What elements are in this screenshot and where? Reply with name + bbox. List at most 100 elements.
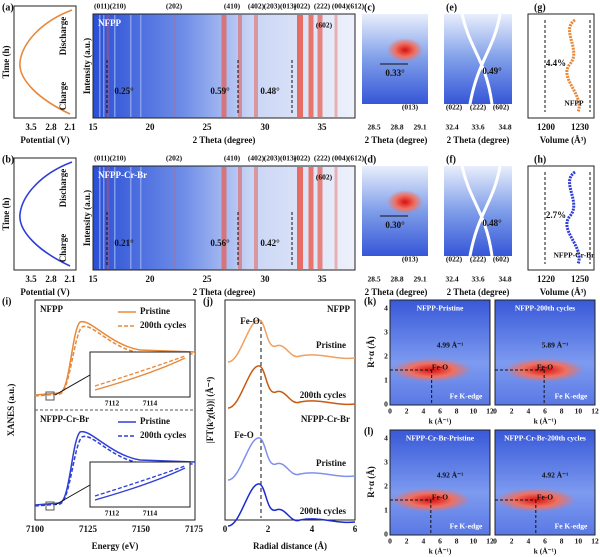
reflection-label: (222) [470,255,487,264]
reflection-label: (202) [166,2,183,11]
sample-label: NFPP-Cr-Br [40,414,89,424]
zoom-box [45,391,55,401]
x-tick-label: 33.6 [471,275,484,284]
x-tick-label: 12 [591,407,599,416]
shift-label: 0.21° [114,238,134,248]
panel-label: (b) [2,154,14,165]
xanes-cycled [34,435,196,507]
diffraction-band [114,167,116,269]
x-axis-title: Potential (V) [20,135,69,145]
x-axis-title: 2 Theta (degree) [365,135,428,145]
x-axis-title: Energy (eV) [92,541,139,551]
ft-curve [227,365,356,409]
panel-label: (d) [364,154,376,165]
x-tick-label: 7150 [132,524,151,534]
bond-label: Fe-O [234,430,254,440]
reflection-label: (004) [332,2,349,11]
diffraction-band [99,167,101,269]
x-tick-label: 28.5 [367,123,380,132]
diffraction-band [308,15,314,117]
map-title: NFPP-Cr-Br-Pristine [406,434,475,443]
inset [89,461,191,508]
x-tick-label: 0 [223,524,228,534]
sample-label: NFPP-Cr-Br [98,170,147,180]
reflection-label: (222) [314,2,331,11]
legend-label: 200th cycles [140,430,187,440]
x-tick-label: 8 [560,537,564,546]
sample-label: NFPP-Cr-Br [554,251,596,260]
curve-label: 200th cycles [300,390,347,400]
edge-label: Fe K-edge [450,392,483,401]
x-tick-label: 6 [543,537,547,546]
shift-label: 0.49° [482,66,502,76]
bond-label: Fe-O [537,493,553,502]
inset-curve [94,357,186,391]
reflection-label: (602) [493,255,510,264]
diffraction-band [103,15,105,117]
x-tick-label: 30 [261,122,271,132]
curve-label: Pristine [316,340,346,350]
reflection-label: (022) [446,255,463,264]
x-axis-title: 2 Theta (degree) [447,135,510,145]
annotation: Discharge [58,169,68,208]
x-tick-label: 7100 [26,524,45,534]
x-axis-title: Radial distance (Å) [253,541,327,551]
x-axis-title: 2 Theta (degree) [365,287,428,297]
x-tick-label: 2.1 [64,274,76,284]
panel-label: (k) [364,296,376,307]
x-tick-label: 2.1 [64,122,76,132]
annotation: Charge [58,82,68,111]
reflection-label: (013) [402,103,419,112]
inset-tick-label: 7114 [143,509,158,518]
x-tick-label: 8 [455,407,459,416]
x-tick-label: 10 [470,537,478,546]
diffraction-band [297,167,303,269]
sample-label: NFPP [327,304,350,314]
x-tick-label: 0 [493,407,497,416]
bond-label: Fe-O [537,363,553,372]
inset-tick-label: 7114 [143,399,158,408]
diffraction-band [106,15,110,117]
shift-label: 0.42° [260,238,280,248]
x-tick-label: 1220 [537,274,556,284]
y-tick-label: 4 [384,304,388,313]
shift-label: 0.25° [114,86,134,96]
panel-label: (g) [534,2,546,13]
ft-curve [227,319,356,363]
diffraction-band [99,15,101,117]
x-tick-label: 29.1 [413,123,426,132]
axis-frame [224,299,356,521]
y-tick-label: 3 [384,328,388,337]
x-tick-label: 8 [560,407,564,416]
zoom-arrow [54,374,91,396]
x-axis-title: Potential (V) [20,287,69,297]
y-axis-title: R+α (Å) [366,336,376,367]
panel-label: (c) [364,2,375,13]
x-tick-label: 3.5 [25,274,37,284]
diffraction-band [334,15,338,117]
diffraction-band [174,15,176,117]
x-tick-label: 7125 [79,524,98,534]
sample-label: NFPP [98,18,121,28]
x-tick-label: 4 [421,537,425,546]
x-tick-label: 2 [510,537,514,546]
y-tick-label: 0 [384,530,388,539]
x-tick-label: 2 [266,524,271,534]
bond-label: Fe-O [432,363,448,372]
x-tick-label: 4 [526,407,530,416]
x-tick-label: 25 [203,274,213,284]
y-axis-title: Intensity (a.u.) [82,38,92,94]
x-tick-label: 4 [421,407,425,416]
axis-frame [13,157,77,271]
x-tick-label: 32.4 [445,275,458,284]
panel-label: (i) [2,296,11,307]
x-axis-title: k (Å⁻¹) [429,547,452,556]
edge-label: Fe K-edge [555,392,588,401]
x-tick-label: 2 [405,537,409,546]
x-axis-title: k (Å⁻¹) [534,417,557,426]
x-tick-label: 30 [261,274,271,284]
reflection-label: (203)(013) [264,154,297,163]
x-tick-label: 2 [405,407,409,416]
bond-label: Fe-O [432,493,448,502]
